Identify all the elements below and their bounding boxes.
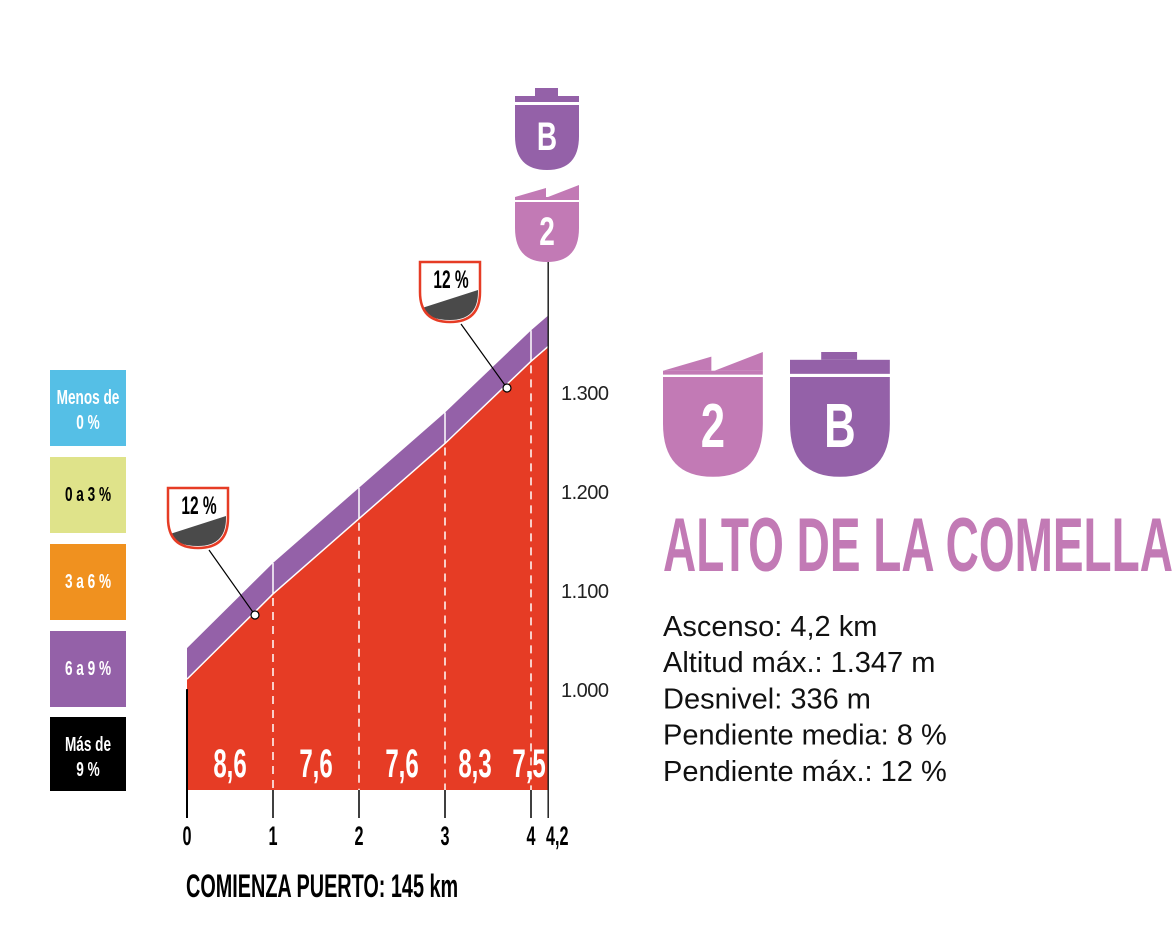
legend-label: 9 %	[76, 758, 99, 780]
marker-point	[250, 610, 260, 620]
y-tick-label: 1.200	[561, 482, 609, 504]
legend-label: 0 a 3 %	[65, 483, 111, 505]
marker-point	[502, 383, 512, 393]
x-tick-label: 4,2	[546, 821, 569, 851]
category-number: 2	[539, 210, 555, 254]
marker-border	[418, 260, 482, 324]
x-tick-label: 1	[268, 821, 277, 851]
profile-top-band	[187, 562, 273, 680]
y-tick-label: 1.100	[561, 581, 609, 603]
profile-segment	[531, 346, 549, 790]
marker-pointer-line	[208, 549, 256, 616]
legend-label: Menos de	[57, 386, 120, 408]
x-tick-label: 2	[354, 821, 363, 851]
profile-segment	[273, 518, 359, 790]
sector-letter: B	[537, 115, 557, 159]
category-badge-large: 2	[663, 352, 763, 477]
stat-line: Ascenso: 4,2 km	[663, 611, 877, 643]
x-tick-label: 3	[440, 821, 449, 851]
max-gradient-marker: 12 %	[166, 486, 230, 550]
profile-top-band	[273, 487, 359, 594]
profile-segment	[187, 593, 273, 790]
climb-name: ALTO DE LA COMELLA	[663, 503, 1173, 588]
segment-gradient-label: 8,6	[213, 741, 246, 786]
marker-slope-icon	[422, 290, 478, 320]
x-tick-label: 4	[526, 821, 535, 851]
legend-swatch	[50, 457, 126, 533]
legend-label: 3 a 6 %	[65, 570, 111, 592]
legend-swatch	[50, 717, 126, 791]
marker-label: 12 %	[433, 266, 468, 294]
max-gradient-marker: 12 %	[418, 260, 482, 324]
category-number-large: 2	[701, 392, 725, 462]
sector-letter-large: B	[824, 392, 856, 462]
segment-gradient-label: 7,5	[512, 741, 545, 786]
stat-line: Altitud máx.: 1.347 m	[663, 647, 935, 679]
profile-top-band	[359, 412, 445, 519]
climb-start-label: COMIENZA PUERTO: 145 km	[186, 868, 458, 904]
marker-pointer-line	[460, 323, 508, 389]
profile-top-band	[445, 330, 531, 444]
legend-label: Más de	[65, 733, 111, 755]
profile-edge	[186, 345, 549, 680]
stat-line: Desnivel: 336 m	[663, 683, 871, 715]
y-tick-label: 1.300	[561, 383, 609, 405]
profile-segment	[359, 443, 445, 790]
x-tick-label: 0	[182, 821, 191, 851]
segment-gradient-label: 7,6	[299, 741, 332, 786]
legend-label: 0 %	[76, 411, 99, 433]
marker-border	[166, 486, 230, 550]
elevation-profile: 8,6 7,6 7,6 8,3 7,5 0 1 2 3 4 4,2 1.000 1.100 1.200 1.…	[166, 260, 609, 851]
sector-badge-large: B	[790, 352, 890, 477]
climb-stats: Ascenso: 4,2 km Altitud máx.: 1.347 m Desn…	[663, 611, 947, 788]
sector-badge-small: B	[515, 88, 579, 170]
segment-gradient-label: 7,6	[385, 741, 418, 786]
legend-label: 6 a 9 %	[65, 657, 111, 679]
y-tick-label: 1.000	[561, 680, 609, 702]
legend-swatch	[50, 370, 126, 446]
marker-slope-icon	[170, 516, 226, 546]
stat-line: Pendiente máx.: 12 %	[663, 756, 947, 788]
stat-line: Pendiente media: 8 %	[663, 720, 947, 752]
legend-swatch	[50, 631, 126, 707]
segment-gradient-label: 8,3	[458, 741, 491, 786]
profile-segment	[445, 361, 531, 790]
gradient-legend: Menos de 0 % 0 a 3 % 3 a 6 % 6 a 9 % Más de 9 …	[50, 370, 126, 791]
legend-swatch	[50, 544, 126, 620]
marker-label: 12 %	[181, 492, 216, 520]
category-badge-small: 2	[515, 185, 579, 262]
